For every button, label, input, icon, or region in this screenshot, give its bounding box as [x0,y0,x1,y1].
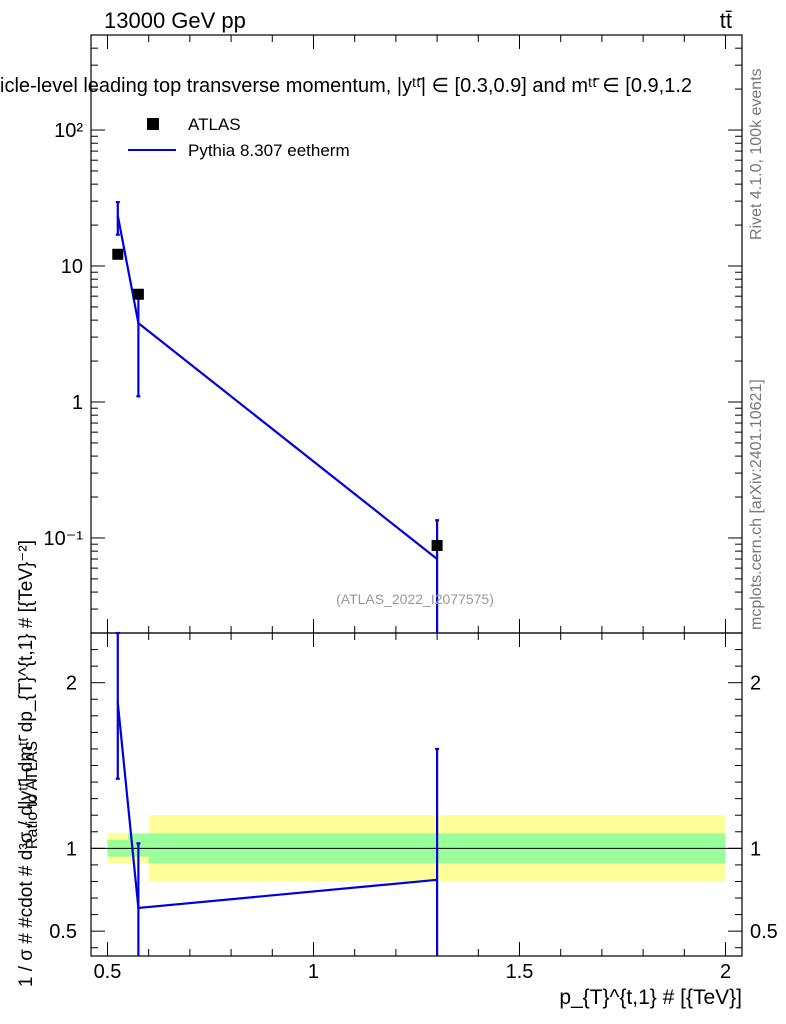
plot-title: icle-level leading top transverse moment… [0,75,692,97]
ratio-y-tick-label: 0.5 [49,921,77,943]
x-tick-label: 0.5 [94,961,122,983]
atlas-data-point [132,288,144,300]
x-tick-label: 2 [720,961,731,983]
legend-atlas-marker [147,118,159,130]
main-y-axis: 10⁻¹ 1 10 10² [44,34,742,634]
main-y-tick-label: 10² [54,120,83,142]
legend-pythia-label: Pythia 8.307 eetherm [188,141,350,160]
legend-atlas-label: ATLAS [188,115,241,134]
ratio-y-tick-label: 2 [66,673,77,695]
main-y-tick-label: 1 [72,392,83,414]
ratio-uncertainty-bands [91,815,742,882]
ratio-y-tick-label-right: 0.5 [750,921,778,943]
mcplots-label: mcplots.cern.ch [arXiv:2401.10621] [748,379,765,630]
x-tick-label: 1 [308,961,319,983]
main-y-axis-label: 1 / σ # #cdot # d³σ / d|yᵗᵗ̄| dmᵗᵗ̄ dp_{… [16,540,37,987]
header-energy: 13000 GeV pp [104,8,246,33]
pythia-line [116,215,438,560]
main-y-tick-label: 10⁻¹ [44,528,84,550]
x-axis-label: p_{T}^{t,1} # [{TeV}] [559,986,742,1009]
main-y-tick-label: 10 [61,256,83,278]
ratio-y-tick-label-right: 2 [750,673,761,695]
rivet-label: Rivet 4.1.0, 100k events [748,68,765,240]
main-series [112,201,443,633]
atlas-data-point [112,248,124,260]
ratio-y-tick-label: 1 [66,838,77,860]
ratio-y-tick-label-right: 1 [750,838,761,860]
ratio-y-axis-label: Ratio to ATLAS [24,741,41,849]
ratio-panel-frame [90,632,743,957]
ratio-axes: 0.5 0.5 1 1 2 2 0.5 1 1.5 2 [49,633,778,983]
atlas-data-point [431,540,443,552]
header-process: tt̄ [720,8,732,33]
x-tick-label: 1.5 [506,961,534,983]
analysis-watermark: (ATLAS_2022_I2077575) [336,591,494,607]
ratio-series [115,631,440,956]
